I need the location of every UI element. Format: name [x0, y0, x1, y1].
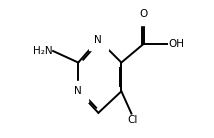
Text: OH: OH: [168, 39, 184, 49]
Text: O: O: [140, 9, 148, 19]
Text: H₂N: H₂N: [33, 46, 52, 56]
Text: N: N: [74, 86, 82, 96]
Text: N: N: [95, 34, 102, 45]
Text: Cl: Cl: [127, 115, 137, 125]
